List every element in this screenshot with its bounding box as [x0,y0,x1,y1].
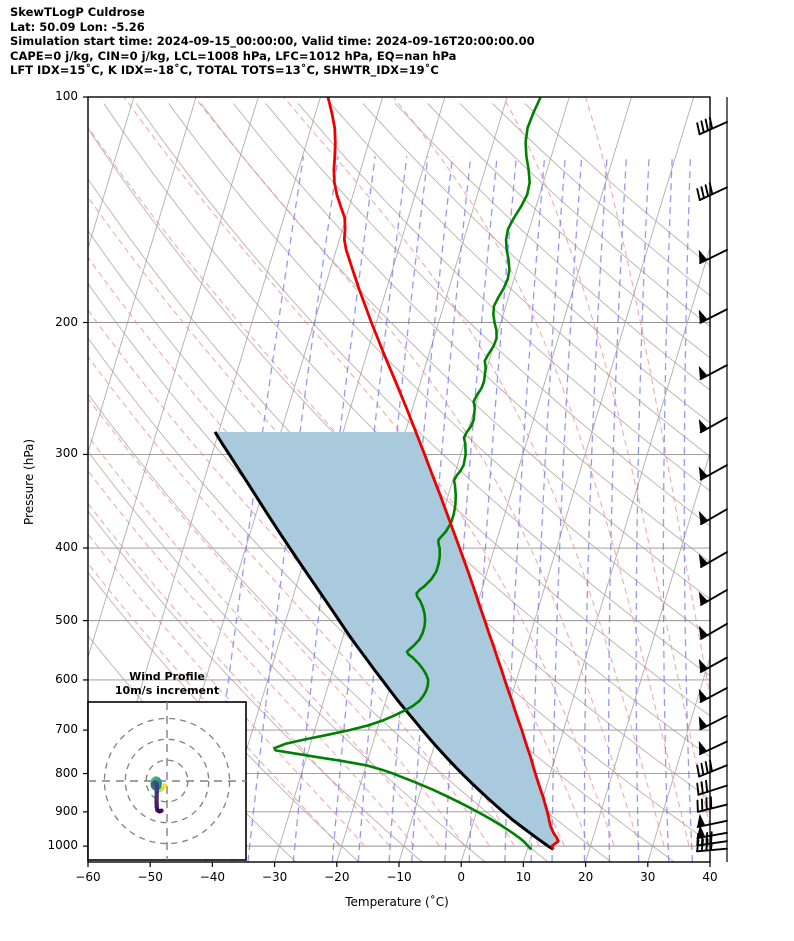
isotherm-line [586,97,794,862]
y-tick-label: 600 [20,672,78,686]
isotherm-line [772,97,794,862]
x-tick-label: 40 [680,870,740,884]
y-tick-label: 900 [20,804,78,818]
wind-barb [699,716,727,730]
hodograph-title-line1: Wind Profile [76,670,258,684]
wind-barb [699,465,727,480]
x-tick-label: −10 [369,870,429,884]
y-tick-label: 400 [20,540,78,554]
x-tick-label: 30 [618,870,678,884]
x-tick-label: 10 [493,870,553,884]
wind-barb [699,688,727,702]
barb-full-tick [697,189,700,200]
barb-full-tick [706,762,708,773]
x-tick-label: −60 [58,870,118,884]
wind-barb [700,624,727,639]
wind-barb-column [697,97,727,862]
x-tick-label: 0 [431,870,491,884]
barb-flag [698,815,705,827]
wind-barb [700,509,727,524]
isotherm-line [0,97,10,862]
wind-barb [699,250,727,263]
mixing-ratio-line [636,156,649,862]
barb-full-tick [711,832,712,843]
barb-flag [700,627,708,639]
y-tick-label: 700 [20,722,78,736]
hodograph-segment [159,811,161,812]
data-layer [215,97,558,849]
barb-flag [700,512,708,524]
barb-flag [699,468,707,480]
x-tick-label: −20 [307,870,367,884]
wind-barb [699,309,727,323]
barb-half-tick [711,844,712,850]
wind-barb [700,552,727,567]
y-tick-label: 500 [20,613,78,627]
x-tick-label: −30 [245,870,305,884]
barb-full-tick [697,784,698,795]
wind-barb [697,183,727,200]
x-tick-label: −50 [120,870,180,884]
y-tick-label: 800 [20,766,78,780]
barb-full-tick [706,833,707,844]
y-tick-label: 100 [20,89,78,103]
wind-barb [698,815,727,827]
hodograph-title-line2: 10m/s increment [76,684,258,698]
barb-flag [699,420,707,432]
y-axis-title: Pressure (hPa) [22,438,36,524]
wind-barb [697,797,727,812]
barb-flag [700,593,708,605]
barb-full-tick [706,120,708,131]
wind-barb [699,418,727,433]
wind-barb [699,742,727,755]
wind-barb [699,365,727,379]
barb-full-tick [697,123,699,134]
barb-full-tick [701,187,704,198]
y-tick-label: 200 [20,315,78,329]
wind-barb [699,657,727,672]
barb-full-tick [706,185,709,196]
dry-adiabat-line [492,103,794,862]
hodograph-frame [88,702,246,860]
wind-barb [697,760,727,776]
barb-full-tick [706,781,707,792]
barb-full-tick [697,765,699,776]
wind-barb [697,118,727,135]
barb-full-tick [701,121,703,132]
x-axis-title: Temperature (˚C) [0,895,794,909]
x-tick-label: −40 [182,870,242,884]
dry-adiabat-line [525,103,794,862]
isotherm-line [710,97,794,862]
x-tick-label: 20 [556,870,616,884]
barb-flag [697,826,704,838]
wind-barb [700,590,727,605]
hodograph-inset [88,702,246,860]
barb-full-tick [702,782,703,793]
y-tick-label: 1000 [20,838,78,852]
